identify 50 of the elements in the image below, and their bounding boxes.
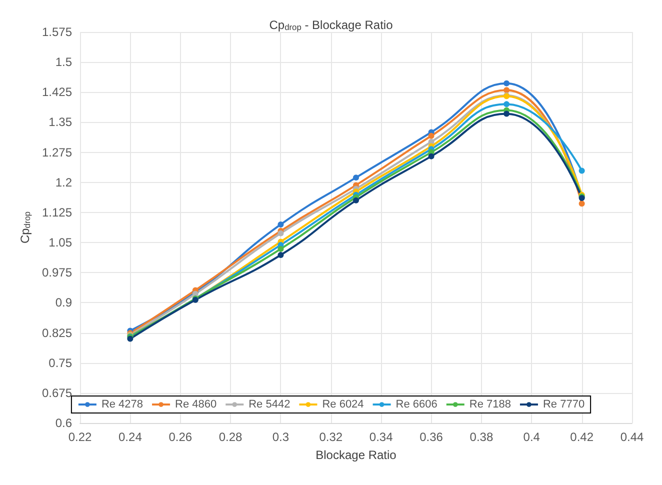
y-tick-label: 1.2	[55, 175, 72, 190]
x-tick-label: 0.4	[523, 430, 540, 444]
legend-label: Re 4860	[175, 398, 217, 410]
y-tick-label: 0.9	[55, 296, 72, 310]
x-tick-label: 0.32	[319, 430, 343, 444]
point	[504, 101, 510, 108]
y-tick-label: 0.975	[42, 266, 72, 280]
legend-label: Re 4278	[101, 398, 144, 410]
x-tick-label: 0.42	[570, 430, 594, 444]
x-tick-label: 0.34	[369, 430, 394, 444]
x-tick-label: 0.22	[68, 430, 92, 444]
legend-label: Re 6606	[396, 398, 438, 410]
point	[278, 246, 284, 252]
point	[578, 200, 585, 207]
x-tick-label: 0.26	[168, 430, 192, 444]
chart-title: Cpdrop - Blockage Ratio	[269, 18, 394, 32]
y-tick-label: 0.6	[55, 416, 72, 430]
point	[578, 168, 585, 174]
y-axis-title: Cpdrop	[18, 211, 32, 244]
point	[504, 110, 510, 117]
x-tick-label: 0.28	[218, 430, 243, 444]
x-axis-title: Blockage Ratio	[316, 448, 397, 462]
y-tick-label: 1.35	[48, 115, 72, 130]
y-tick-label: 1.125	[42, 205, 72, 220]
y-tick-label: 1.05	[48, 236, 72, 250]
point	[278, 221, 284, 228]
x-tick-label: 0.36	[420, 430, 444, 444]
y-tick-label: 0.825	[42, 326, 72, 340]
x-tick-label: 0.44	[620, 430, 644, 444]
y-tick-label: 1.5	[55, 55, 72, 70]
point	[504, 80, 510, 86]
y-tick-label: 0.675	[42, 386, 72, 400]
point	[278, 230, 284, 236]
y-tick-label: 1.425	[42, 85, 72, 100]
point	[353, 197, 359, 204]
legend-label: Re 6024	[322, 398, 364, 410]
legend-label: Re 5442	[248, 398, 290, 410]
x-tick-label: 0.24	[118, 430, 142, 444]
x-tick-label: 0.38	[470, 430, 494, 444]
point	[428, 153, 434, 160]
x-tick-label: 0.3	[272, 430, 290, 444]
point	[353, 174, 359, 181]
legend-label: Re 7770	[542, 398, 585, 410]
y-tick-label: 1.275	[42, 145, 72, 160]
y-tick-label: 1.575	[42, 25, 72, 39]
point	[278, 252, 284, 258]
point	[428, 132, 434, 139]
point	[504, 87, 510, 94]
legend-label: Re 7188	[469, 398, 511, 410]
y-tick-label: 0.75	[48, 356, 72, 370]
